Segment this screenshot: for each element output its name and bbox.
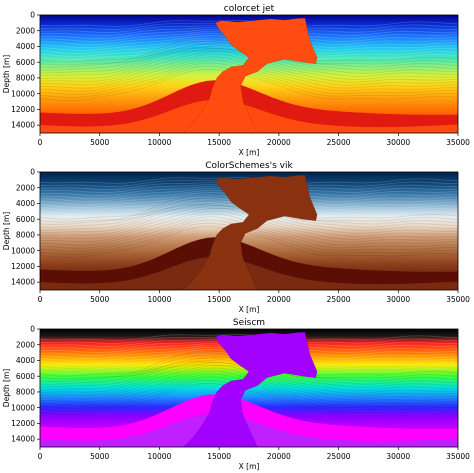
y-tick-label: 8000 (16, 231, 35, 240)
x-tick-label: 20000 (267, 295, 291, 304)
layer-horizon (40, 20, 458, 27)
layer-horizon (40, 68, 458, 101)
axes-frame (39, 14, 459, 134)
y-tick-label: 0 (30, 325, 35, 334)
layer-horizon (40, 382, 458, 416)
x-tick-label: 20000 (267, 452, 291, 461)
x-tick-label: 25000 (327, 295, 351, 304)
y-tick-label: 12000 (11, 262, 35, 271)
chart-title: Seiscm (233, 318, 265, 328)
chart-title: colorcet jet (224, 4, 275, 14)
y-tick-label: 0 (30, 168, 35, 177)
y-tick-label: 6000 (16, 215, 35, 224)
x-tick-label: 10000 (147, 138, 171, 147)
x-tick-label: 15000 (207, 295, 231, 304)
y-axis-label: Depth [m] (2, 55, 11, 93)
x-tick-label: 35000 (446, 295, 470, 304)
y-tick-label: 6000 (16, 58, 35, 67)
deep-dome-band (40, 237, 458, 285)
y-tick-label: 4000 (16, 42, 35, 51)
salt-body (182, 331, 318, 447)
x-tick-label: 10000 (147, 295, 171, 304)
x-axis-label: X [m] (239, 148, 260, 157)
y-tick-label: 2000 (16, 340, 35, 349)
y-tick-label: 6000 (16, 372, 35, 381)
y-tick-label: 14000 (11, 278, 35, 287)
y-axis-label: Depth [m] (2, 212, 11, 250)
y-tick-label: 14000 (11, 435, 35, 444)
y-tick-label: 0 (30, 11, 35, 20)
layer-horizon (40, 225, 458, 259)
x-tick-label: 30000 (386, 295, 410, 304)
axes-frame (39, 171, 459, 291)
y-tick-label: 12000 (11, 105, 35, 114)
y-tick-label: 10000 (11, 89, 35, 98)
layer-horizon (40, 177, 458, 184)
x-tick-label: 15000 (207, 138, 231, 147)
x-tick-label: 0 (38, 295, 43, 304)
x-tick-label: 0 (38, 452, 43, 461)
x-tick-label: 5000 (90, 295, 109, 304)
y-tick-label: 8000 (16, 74, 35, 83)
deep-dome-band (40, 394, 458, 442)
x-tick-label: 15000 (207, 452, 231, 461)
x-axis-label: X [m] (239, 462, 260, 471)
y-tick-label: 10000 (11, 246, 35, 255)
x-tick-label: 20000 (267, 138, 291, 147)
x-tick-label: 5000 (90, 452, 109, 461)
salt-body (182, 17, 318, 133)
x-tick-label: 0 (38, 138, 43, 147)
salt-body (182, 174, 318, 290)
x-tick-label: 30000 (386, 452, 410, 461)
x-tick-label: 35000 (446, 452, 470, 461)
x-tick-label: 5000 (90, 138, 109, 147)
x-axis-label: X [m] (239, 305, 260, 314)
x-tick-label: 25000 (327, 138, 351, 147)
x-tick-label: 25000 (327, 452, 351, 461)
y-tick-label: 2000 (16, 183, 35, 192)
layer-horizon (40, 334, 458, 341)
y-tick-label: 4000 (16, 199, 35, 208)
y-tick-label: 4000 (16, 356, 35, 365)
y-tick-label: 10000 (11, 403, 35, 412)
y-axis-label: Depth [m] (2, 369, 11, 407)
y-tick-label: 2000 (16, 26, 35, 35)
y-tick-label: 14000 (11, 121, 35, 130)
y-tick-label: 12000 (11, 419, 35, 428)
chart-title: ColorSchemes's vik (205, 161, 293, 171)
y-tick-label: 8000 (16, 388, 35, 397)
deep-dome-band (40, 80, 458, 128)
x-tick-label: 35000 (446, 138, 470, 147)
x-tick-label: 10000 (147, 452, 171, 461)
x-tick-label: 30000 (386, 138, 410, 147)
axes-frame (39, 328, 459, 448)
